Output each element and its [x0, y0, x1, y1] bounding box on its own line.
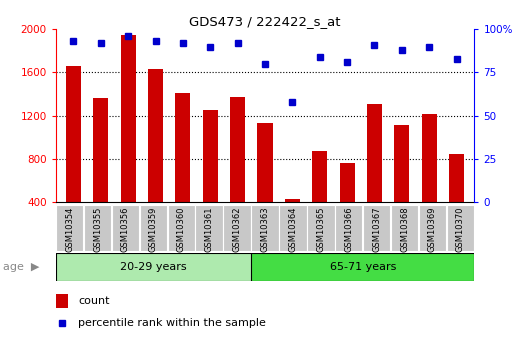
Bar	[230, 97, 245, 202]
Text: GSM10354: GSM10354	[65, 206, 74, 252]
Text: GSM10367: GSM10367	[372, 206, 381, 252]
FancyBboxPatch shape	[112, 205, 139, 251]
Text: GSM10365: GSM10365	[316, 206, 325, 252]
Text: GSM10359: GSM10359	[149, 206, 158, 252]
FancyBboxPatch shape	[56, 205, 83, 251]
Text: GSM10370: GSM10370	[456, 206, 465, 252]
Bar	[56, 294, 68, 308]
FancyBboxPatch shape	[251, 253, 474, 281]
Bar	[367, 104, 382, 202]
Text: GSM10364: GSM10364	[288, 206, 297, 252]
FancyBboxPatch shape	[391, 205, 418, 251]
FancyBboxPatch shape	[447, 205, 474, 251]
Text: 65-71 years: 65-71 years	[330, 262, 396, 272]
Bar	[422, 115, 437, 202]
FancyBboxPatch shape	[307, 205, 334, 251]
Bar	[312, 151, 327, 202]
Text: GSM10361: GSM10361	[205, 206, 214, 252]
Bar	[121, 35, 136, 202]
FancyBboxPatch shape	[251, 205, 279, 251]
FancyBboxPatch shape	[84, 205, 111, 251]
Text: percentile rank within the sample: percentile rank within the sample	[78, 318, 266, 328]
Bar	[340, 163, 355, 202]
Text: GSM10366: GSM10366	[344, 206, 353, 252]
FancyBboxPatch shape	[279, 205, 306, 251]
Text: GSM10368: GSM10368	[400, 206, 409, 252]
FancyBboxPatch shape	[224, 205, 251, 251]
Bar	[285, 199, 300, 202]
Text: GSM10363: GSM10363	[261, 206, 269, 252]
Text: count: count	[78, 296, 109, 306]
Bar	[66, 66, 81, 202]
Bar	[175, 93, 190, 202]
Bar	[394, 125, 409, 202]
FancyBboxPatch shape	[419, 205, 446, 251]
FancyBboxPatch shape	[363, 205, 390, 251]
Text: GSM10362: GSM10362	[233, 206, 242, 252]
FancyBboxPatch shape	[335, 205, 363, 251]
FancyBboxPatch shape	[196, 205, 223, 251]
Text: GSM10356: GSM10356	[121, 206, 130, 252]
Bar	[203, 110, 218, 202]
Text: GSM10369: GSM10369	[428, 206, 437, 252]
Bar	[258, 123, 272, 202]
Text: 20-29 years: 20-29 years	[120, 262, 187, 272]
Text: age  ▶: age ▶	[3, 262, 39, 272]
FancyBboxPatch shape	[167, 205, 195, 251]
Text: GSM10360: GSM10360	[177, 206, 186, 252]
Bar	[93, 98, 108, 202]
FancyBboxPatch shape	[56, 253, 251, 281]
Text: GSM10355: GSM10355	[93, 206, 102, 252]
FancyBboxPatch shape	[140, 205, 167, 251]
Bar	[449, 155, 464, 202]
Title: GDS473 / 222422_s_at: GDS473 / 222422_s_at	[189, 15, 341, 28]
Bar	[148, 69, 163, 202]
